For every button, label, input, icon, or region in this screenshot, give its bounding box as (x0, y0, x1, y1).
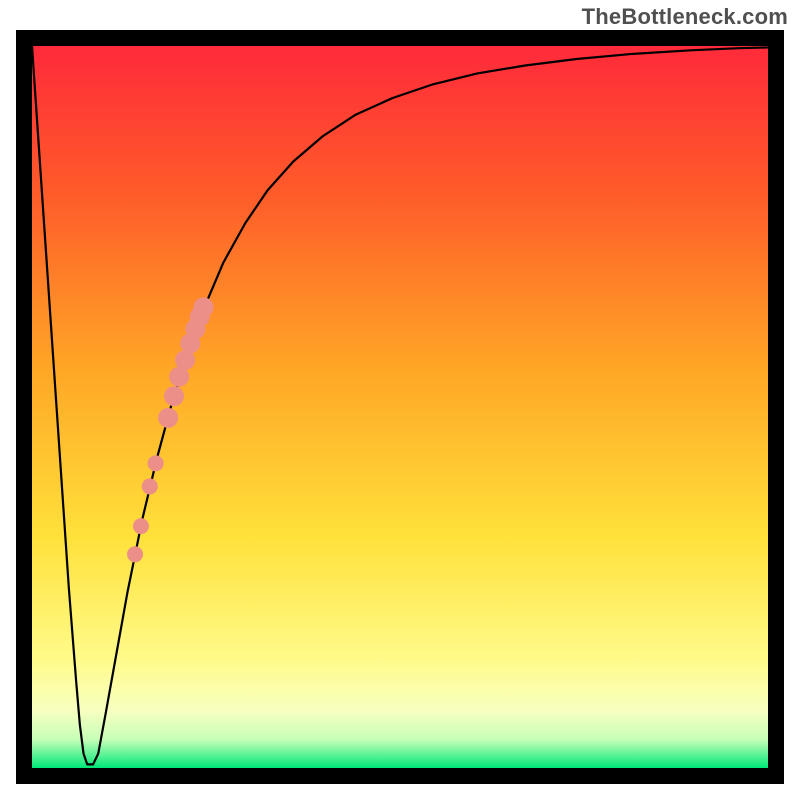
figure-root: TheBottleneck.com (0, 0, 800, 800)
plot-svg (32, 46, 768, 768)
bottleneck-marker (133, 518, 149, 534)
bottleneck-marker (164, 386, 184, 406)
bottleneck-marker (193, 297, 213, 317)
bottleneck-markers (127, 297, 213, 562)
attribution-watermark: TheBottleneck.com (582, 4, 788, 30)
bottleneck-marker (148, 455, 164, 471)
bottleneck-marker (127, 546, 143, 562)
plot-frame (16, 30, 784, 784)
bottleneck-marker (142, 478, 158, 494)
bottleneck-marker (158, 408, 178, 428)
plot-area (32, 46, 768, 768)
bottleneck-curve (32, 46, 768, 764)
